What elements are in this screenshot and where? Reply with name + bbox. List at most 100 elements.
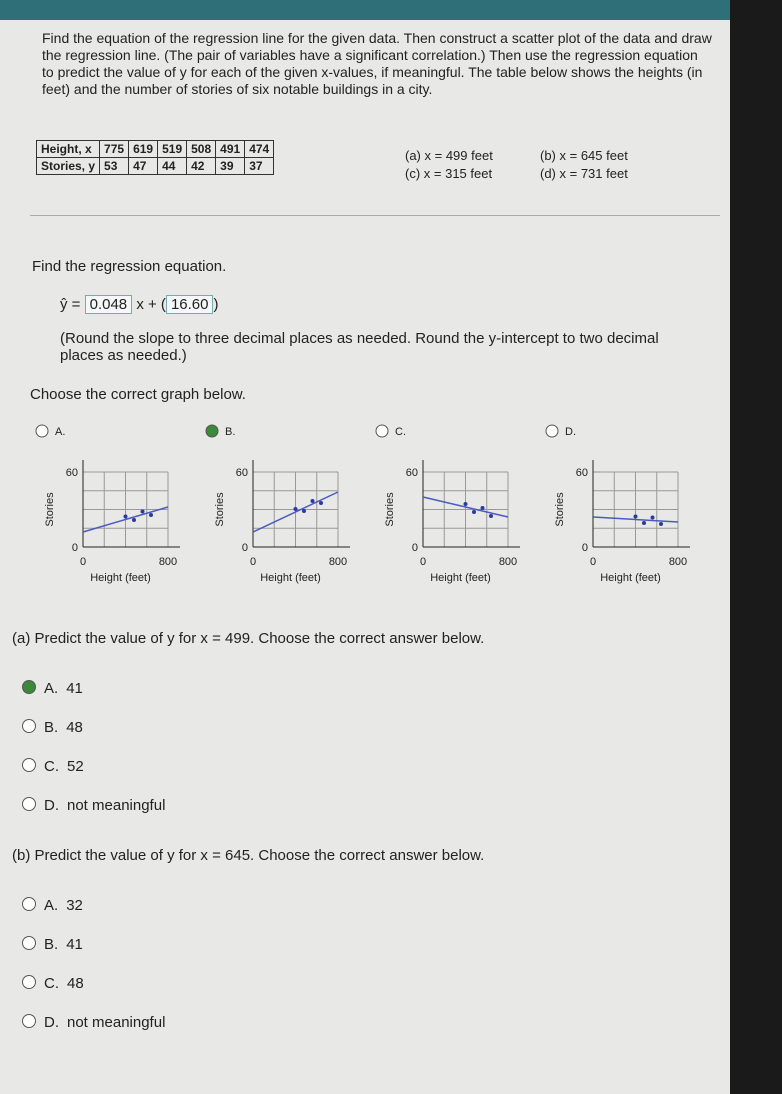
x-tick-label: 800 <box>159 556 177 568</box>
question-parts: (a) Predict the value of y for x = 499. … <box>0 630 730 1070</box>
prompt: Choose the correct graph below. <box>30 386 246 403</box>
point <box>132 518 136 522</box>
question-prompt: (a) Predict the value of y for x = 499. … <box>12 630 485 647</box>
table-cell: 775 <box>99 140 130 158</box>
problem-text: Find the equation of the regression line… <box>42 30 712 97</box>
x-axis-label: Height (feet) <box>260 572 321 584</box>
choice-text: not meaningful <box>67 797 166 814</box>
radio <box>22 797 36 811</box>
choice-letter: C. <box>44 975 59 992</box>
choice-text: 41 <box>66 936 83 953</box>
choice-text: 41 <box>66 680 83 697</box>
y-axis-label: Stories <box>384 492 396 527</box>
choice-letter: B. <box>44 719 59 736</box>
part-label: (c) x = 315 feet <box>405 166 493 181</box>
x-tick-label: 0 <box>250 556 256 568</box>
point <box>149 513 153 517</box>
divider <box>30 215 720 216</box>
choice-letter: C. <box>44 758 59 775</box>
y-tick-label: 60 <box>576 467 588 479</box>
choice-letter: A. <box>44 897 59 914</box>
option-letter: B. <box>225 426 235 438</box>
note: (Round the slope to three decimal places… <box>60 330 659 364</box>
part-label: (d) x = 731 feet <box>540 166 628 181</box>
point <box>123 514 128 519</box>
radio[interactable] <box>35 424 49 438</box>
point <box>472 510 476 514</box>
choice[interactable]: C. 52 <box>22 758 84 775</box>
choice-text: not meaningful <box>67 1014 166 1031</box>
x-tick-label: 0 <box>420 556 426 568</box>
table-cell: 491 <box>215 140 246 158</box>
prompt: Find the regression equation. <box>32 258 227 275</box>
x-tick-label: 800 <box>499 556 517 568</box>
choice[interactable]: A. 41 <box>22 680 83 697</box>
choice-text: 48 <box>67 975 84 992</box>
point <box>463 502 468 506</box>
y-tick-label: 60 <box>66 467 78 479</box>
point <box>293 507 298 511</box>
slope-box[interactable]: 0.048 <box>84 295 133 314</box>
radio <box>22 719 36 733</box>
x-tick-label: 800 <box>329 556 347 568</box>
choice[interactable]: B. 48 <box>22 719 83 736</box>
radio[interactable] <box>205 424 219 438</box>
table-row: Height, x 775 619 519 508 491 474 <box>35 140 275 158</box>
table-cell: Stories, y <box>35 157 101 175</box>
point <box>633 514 638 519</box>
option-letter: C. <box>395 426 406 438</box>
choice-letter: B. <box>44 936 59 953</box>
table-cell: 508 <box>186 140 217 158</box>
option-letter: D. <box>565 426 576 438</box>
regression-line <box>252 491 339 533</box>
radio <box>22 680 36 694</box>
y-tick-label: 0 <box>72 542 78 554</box>
x-tick-label: 0 <box>590 556 596 568</box>
choice[interactable]: D. not meaningful <box>22 797 165 814</box>
table-cell: 37 <box>244 157 275 175</box>
radio[interactable] <box>375 424 389 438</box>
table-row: Stories, y 53 47 44 42 39 37 <box>35 157 275 175</box>
part-label: (b) x = 645 feet <box>540 148 628 163</box>
table-cell: 519 <box>157 140 188 158</box>
radio <box>22 975 36 989</box>
table-cell: 47 <box>128 157 159 175</box>
point <box>659 522 663 526</box>
choice-letter: D. <box>44 797 59 814</box>
y-axis-label: Stories <box>554 492 566 527</box>
equation: ŷ = 0.048 x + (16.60) <box>60 295 219 314</box>
table-cell: Height, x <box>35 140 101 158</box>
point <box>650 515 655 520</box>
point <box>140 509 145 514</box>
table-cell: 44 <box>157 157 188 175</box>
x-axis-label: Height (feet) <box>430 572 491 584</box>
choice-text: 48 <box>66 719 83 736</box>
y-tick-label: 60 <box>236 467 248 479</box>
choice[interactable]: A. 32 <box>22 897 83 914</box>
x-axis-label: Height (feet) <box>600 572 661 584</box>
choice-letter: A. <box>44 680 59 697</box>
table-cell: 619 <box>128 140 159 158</box>
regression-line <box>82 506 169 533</box>
x-tick-label: 0 <box>80 556 86 568</box>
point <box>319 501 323 505</box>
screen-edge <box>730 0 782 1094</box>
choice-text: 52 <box>67 758 84 775</box>
table-cell: 39 <box>215 157 246 175</box>
choice[interactable]: C. 48 <box>22 975 84 992</box>
choice[interactable]: B. 41 <box>22 936 83 953</box>
intercept-box[interactable]: 16.60 <box>165 295 214 314</box>
y-tick-label: 0 <box>412 542 418 554</box>
y-tick-label: 0 <box>242 542 248 554</box>
top-bar <box>0 0 730 20</box>
point <box>302 509 306 513</box>
point <box>642 521 646 525</box>
choice[interactable]: D. not meaningful <box>22 1014 165 1031</box>
choice-letter: D. <box>44 1014 59 1031</box>
radio[interactable] <box>545 424 559 438</box>
y-tick-label: 0 <box>582 542 588 554</box>
regression-line <box>592 516 679 523</box>
y-axis-label: Stories <box>214 492 226 527</box>
